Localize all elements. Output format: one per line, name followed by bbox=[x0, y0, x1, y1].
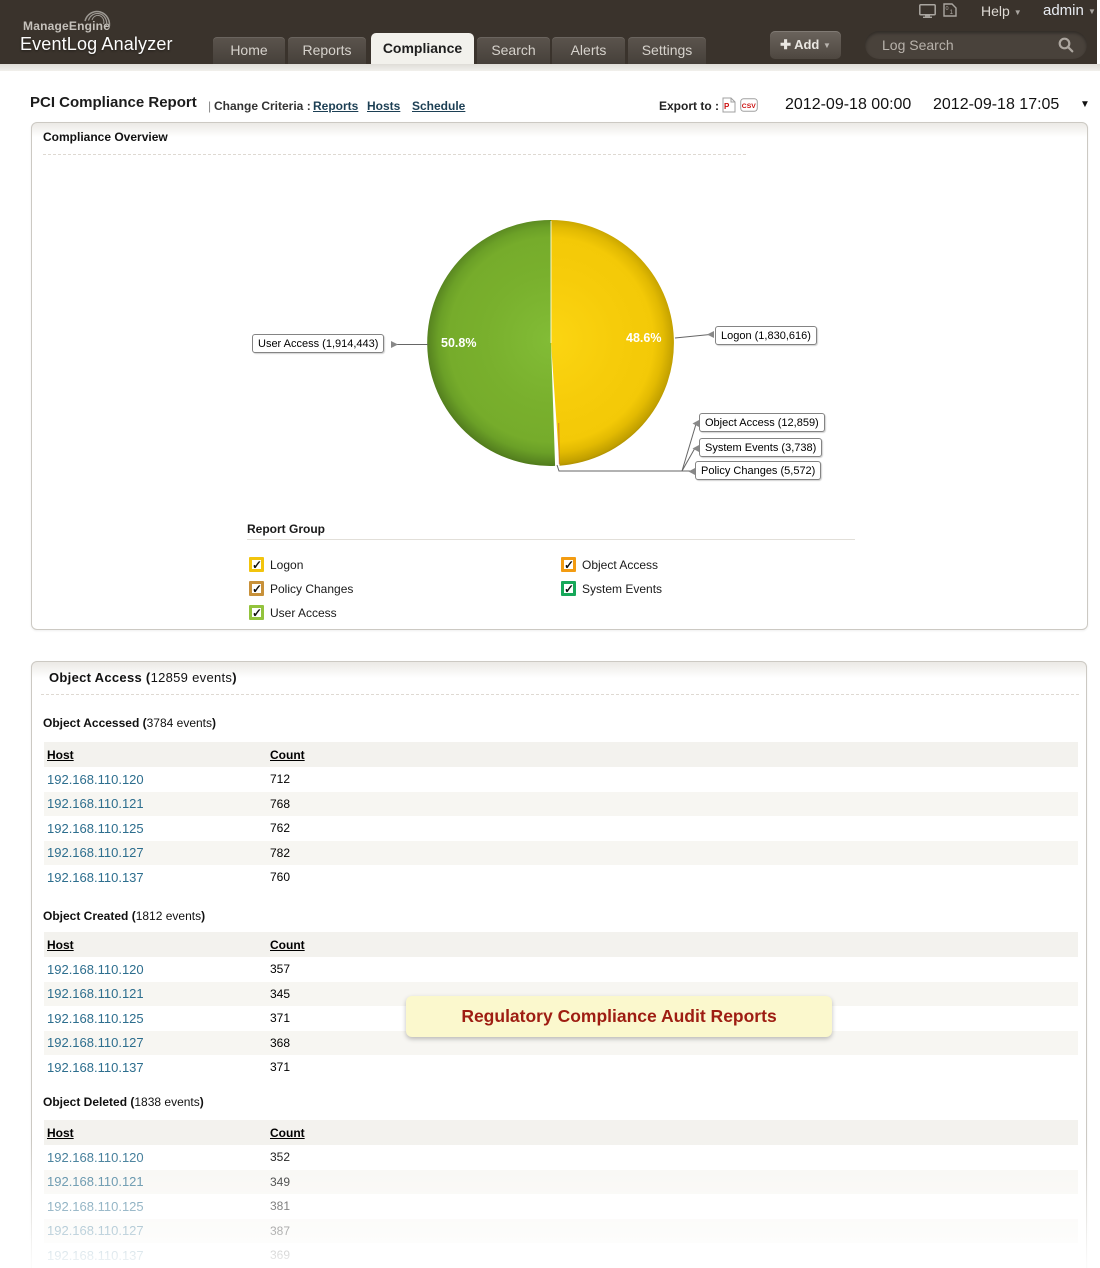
svg-text:1: 1 bbox=[950, 9, 954, 16]
svg-text:0: 0 bbox=[946, 6, 949, 12]
svg-text:CSV: CSV bbox=[742, 103, 756, 110]
svg-text:P: P bbox=[724, 102, 730, 111]
